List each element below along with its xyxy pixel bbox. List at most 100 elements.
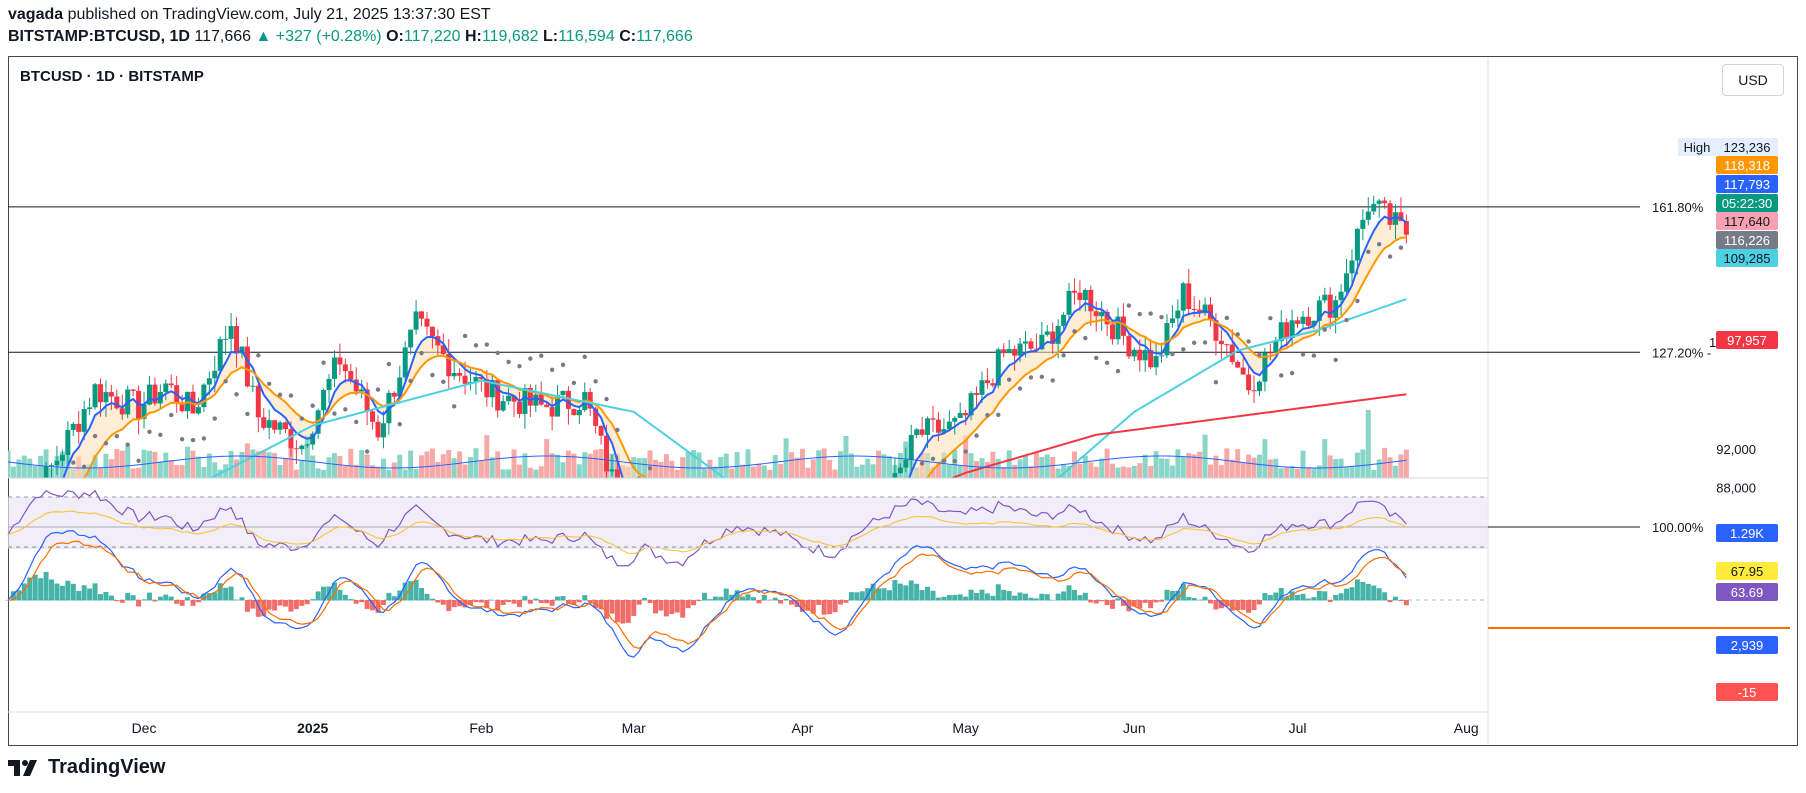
candle-body (1305, 316, 1311, 326)
macd-histogram-bar (745, 594, 751, 601)
currency-button[interactable]: USD (1722, 64, 1784, 96)
candle-body (49, 465, 55, 467)
volume-bar (299, 459, 305, 478)
volume-bar (663, 454, 669, 478)
ma-mid-line (209, 298, 1407, 478)
candle-body (261, 417, 267, 428)
x-tick-label-1: 2025 (297, 720, 328, 736)
price-label-3: 05:22:30 (1716, 194, 1778, 212)
macd-histogram-bar (108, 595, 114, 601)
candle-body (1344, 273, 1350, 292)
macd-histogram-bar (32, 574, 38, 601)
sar-dot (941, 458, 947, 463)
macd-histogram-bar (402, 582, 408, 601)
price-label-0: High 123,236 (1678, 138, 1778, 156)
candle-body (903, 459, 909, 468)
rsi-label-value-1: 63.69 (1731, 585, 1764, 600)
volume-bar (560, 462, 566, 478)
volume-bar (1028, 466, 1034, 478)
macd-histogram-bar (625, 600, 631, 623)
price-label-value-2: 117,793 (1724, 177, 1770, 192)
volume-bar (375, 466, 381, 478)
candle-body (293, 448, 299, 450)
sar-dot (1083, 335, 1088, 341)
macd-histogram-bar (190, 600, 196, 606)
candle-body (1017, 343, 1023, 356)
price-label-6: 109,285 (1716, 249, 1778, 267)
macd-histogram-bar (1180, 583, 1186, 601)
volume-bar (1126, 467, 1132, 478)
candle-body (244, 346, 250, 387)
candle-body (255, 385, 261, 418)
macd-histogram-bar (778, 600, 784, 604)
candle-body (686, 584, 691, 600)
macd-histogram-bar (1023, 593, 1028, 601)
open-label: O: (386, 28, 404, 45)
candle-body (1055, 325, 1061, 344)
candle-body (152, 384, 158, 404)
sar-dot (1115, 368, 1121, 374)
macd-histogram-bar (538, 600, 544, 603)
candle-body (6, 627, 11, 636)
volume-bar (261, 450, 267, 478)
macd-histogram-bar (1164, 589, 1170, 601)
volume-bar (1050, 457, 1056, 478)
sar-dot (408, 378, 413, 384)
macd-histogram-bar (228, 586, 234, 601)
volume-bar (87, 464, 93, 478)
volume-bar (935, 461, 941, 478)
macd-histogram-bar (1126, 600, 1132, 612)
volume-bar (1088, 462, 1094, 478)
macd-histogram-bar (54, 583, 60, 601)
candle-body (146, 384, 152, 405)
macd-histogram-bar (740, 596, 746, 601)
macd-histogram-bar (680, 600, 686, 618)
volume-bar (549, 453, 555, 478)
volume-bar (190, 450, 196, 478)
volume-bar (745, 449, 751, 478)
macd-histogram-bar (1256, 600, 1262, 605)
volume-bar (1289, 465, 1295, 478)
candle-body (283, 422, 288, 430)
macd-histogram-bar (604, 600, 610, 619)
sar-dot (473, 343, 479, 348)
macd-histogram-bar (799, 600, 805, 612)
publisher-name[interactable]: vagada (8, 6, 64, 23)
candle-body (707, 548, 712, 561)
volume-bar (799, 448, 805, 478)
x-tick-label-2: Feb (469, 720, 493, 736)
macd-histogram-bar (65, 580, 71, 601)
macd-histogram-bar (141, 599, 147, 601)
macd-histogram-bar (337, 589, 343, 601)
candle-body (995, 349, 1001, 386)
candle-body (833, 614, 838, 618)
candle-body (250, 385, 256, 387)
sar-dot (930, 456, 936, 461)
macd-histogram-bar (304, 600, 310, 605)
macd-label-1: -15 (1716, 683, 1778, 701)
volume-bar (1175, 449, 1181, 478)
candle-body (1186, 283, 1192, 309)
sar-dot (125, 442, 130, 447)
tradingview-logo[interactable]: TradingView (8, 756, 165, 779)
macd-histogram-bar (631, 600, 637, 616)
candle-body (974, 393, 980, 395)
candle-body (1071, 290, 1077, 293)
candle-body (1403, 221, 1409, 235)
volume-bar (244, 443, 250, 478)
macd-histogram-bar (419, 587, 425, 601)
macd-histogram-bar (451, 600, 457, 608)
volume-bar (832, 469, 838, 478)
volume-bar (429, 448, 435, 478)
macd-histogram-bar (1050, 599, 1056, 601)
volume-bar (783, 438, 789, 478)
candle-body (1126, 335, 1132, 357)
volume-bar (386, 469, 392, 478)
candle-body (228, 326, 234, 339)
volume-bar (1055, 468, 1061, 478)
candle-body (593, 408, 599, 426)
candle-body (1099, 312, 1105, 317)
candle-body (1256, 381, 1262, 392)
macd-histogram-bar (821, 600, 827, 615)
